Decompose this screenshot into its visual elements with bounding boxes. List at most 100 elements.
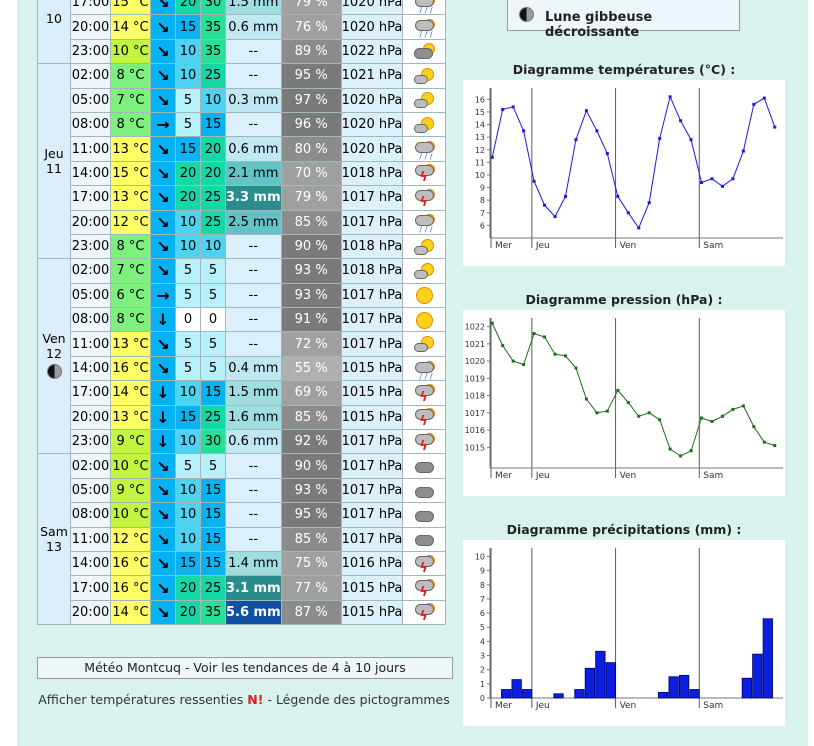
wind-speed-cell: 0	[175, 307, 201, 333]
ressenties-link[interactable]: Afficher températures ressenties	[38, 692, 244, 707]
wind-gust-cell: 15	[200, 502, 226, 528]
wind-gust-cell: 25	[200, 404, 226, 431]
data-point	[731, 407, 735, 411]
forecast-row: 08:00 8 °C ↓ 0 0 -- 91 % 1017 hPa	[38, 307, 447, 333]
pressure-cell: 1018 hPa	[340, 258, 404, 284]
partly-weather-icon	[413, 335, 435, 353]
pressure-chart: Mer Jeu Ven Sam 1015 1016 1017 1018 1019 1020 1021…	[463, 310, 785, 496]
humidity-cell: 69 %	[280, 380, 342, 406]
humidity-cell: 85 %	[280, 526, 342, 552]
wind-direction-cell: ↘	[150, 575, 176, 601]
day-label: Sam	[703, 241, 723, 251]
humidity-cell: 79 %	[280, 0, 342, 16]
humidity-cell: 77 %	[280, 575, 342, 601]
weather-pictogram-cell	[402, 502, 447, 528]
hour-cell: 11:00	[70, 526, 111, 552]
pressure-cell: 1020 hPa	[340, 14, 404, 40]
precipitation-chart: Mer Jeu Ven Sam 0 1 2 3 4 5 6 7 8 9 10	[463, 540, 785, 726]
precipitation-cell: 1.4 mm	[225, 550, 282, 577]
precipitation-cell: 0.4 mm	[225, 355, 282, 382]
temperature-cell: 8 °C	[110, 307, 151, 333]
precipitation-cell: --	[225, 282, 282, 309]
hour-cell: 05:00	[70, 87, 111, 113]
moon-phase-label: Lune gibbeuse décroissante	[545, 10, 653, 40]
data-point	[616, 194, 620, 198]
weather-pictogram-cell	[402, 87, 447, 113]
data-point	[522, 129, 526, 133]
y-tick-label: 1020	[465, 357, 485, 366]
day-number: 11	[46, 161, 62, 177]
wind-speed-cell: 10	[175, 209, 201, 235]
humidity-cell: 72 %	[280, 331, 342, 357]
wind-gust-cell: 25	[200, 209, 226, 235]
pressure-cell: 1017 hPa	[340, 429, 404, 455]
forecast-row: 10 17:00 15 °C ↘ 20 30 1.5 mm 79 % 1020 hPa / / /	[37, 0, 447, 65]
temperature-cell: 12 °C	[110, 209, 151, 235]
day-name: Ven	[42, 330, 66, 346]
wind-gust-cell: 20	[200, 160, 226, 187]
precipitation-cell: --	[225, 63, 282, 89]
wind-direction-cell: ↘	[150, 63, 176, 89]
wind-direction-cell: ↘	[150, 477, 176, 504]
hour-cell: 08:00	[70, 111, 111, 138]
day-label: Mer	[495, 241, 512, 251]
pressure-cell: 1015 hPa	[340, 575, 404, 601]
y-tick-label: 10	[475, 552, 485, 561]
legende-link[interactable]: Légende des pictogrammes	[275, 692, 450, 707]
weather-pictogram-cell	[402, 526, 447, 552]
wind-speed-cell: 10	[175, 477, 201, 504]
y-tick-label: 1	[480, 680, 485, 689]
cloud-weather-icon	[413, 530, 435, 548]
hour-cell: 02:00	[70, 453, 111, 479]
data-point	[689, 449, 693, 453]
wind-speed-cell: 10	[175, 380, 201, 406]
y-tick-label: 1017	[465, 409, 485, 418]
wind-gust-cell: 5	[200, 355, 226, 382]
temperature-cell: 13 °C	[110, 136, 151, 162]
data-point	[689, 138, 693, 142]
weather-pictogram-cell	[402, 477, 447, 504]
precipitation-cell: 3.3 mm	[225, 185, 282, 211]
data-point	[616, 388, 620, 392]
temperature-cell: 6 °C	[110, 282, 151, 309]
forecast-row: 20:00 14 °C ↘ 20 35 5.6 mm 87 % 1015 hPa ϟ	[38, 599, 447, 626]
precipitation-cell: 0.6 mm	[225, 136, 282, 162]
weather-pictogram-cell	[402, 63, 447, 89]
pressure-cell: 1018 hPa	[340, 233, 404, 260]
hour-cell: 17:00	[70, 0, 111, 16]
weather-pictogram-cell: ϟ	[402, 160, 447, 187]
pressure-chart-title: Diagramme pression (hPa) :	[525, 292, 723, 307]
wind-direction-cell: ↘	[150, 550, 176, 577]
wind-direction-cell: →	[150, 282, 176, 309]
data-point	[762, 440, 766, 444]
meteo-tendances-link[interactable]: Météo Montcuq - Voir les tendances de 4 …	[37, 657, 453, 679]
day-number: 10	[46, 11, 62, 26]
y-tick-label: 8	[480, 196, 485, 205]
day-label: Ven	[620, 241, 637, 251]
data-point	[501, 344, 505, 348]
wind-gust-cell: 30	[200, 0, 226, 16]
cloud-weather-icon	[413, 506, 435, 524]
forecast-row: 11:00 13 °C ↘ 5 5 -- 72 % 1017 hPa	[38, 331, 447, 357]
wind-gust-cell: 15	[200, 380, 226, 406]
temperature-cell: 9 °C	[110, 429, 151, 455]
humidity-cell: 76 %	[280, 14, 342, 40]
wind-direction-cell: ↘	[150, 209, 176, 235]
data-point	[553, 215, 557, 219]
pressure-cell: 1017 hPa	[340, 307, 404, 333]
forecast-row: Jeu 11 02:00 8 °C ↘ 10 25 -- 95 % 1021 hPa	[37, 63, 447, 260]
data-point	[584, 397, 588, 401]
humidity-cell: 92 %	[280, 429, 342, 455]
data-point	[741, 404, 745, 408]
wind-direction-cell: ↘	[150, 38, 176, 65]
temperature-cell: 14 °C	[110, 14, 151, 40]
forecast-row: 17:00 14 °C ↓ 10 15 1.5 mm 69 % 1015 hPa ϟ	[38, 380, 447, 406]
temperature-cell: 10 °C	[110, 38, 151, 65]
weather-pictogram-cell: / / /	[402, 0, 447, 16]
hour-cell: 14:00	[70, 550, 111, 577]
wind-direction-cell: ↘	[150, 185, 176, 211]
data-point	[490, 155, 494, 159]
hour-cell: 11:00	[70, 331, 111, 357]
forecast-row: 08:00 10 °C ↘ 10 15 -- 95 % 1017 hPa	[38, 502, 447, 528]
weather-pictogram-cell	[402, 453, 447, 479]
